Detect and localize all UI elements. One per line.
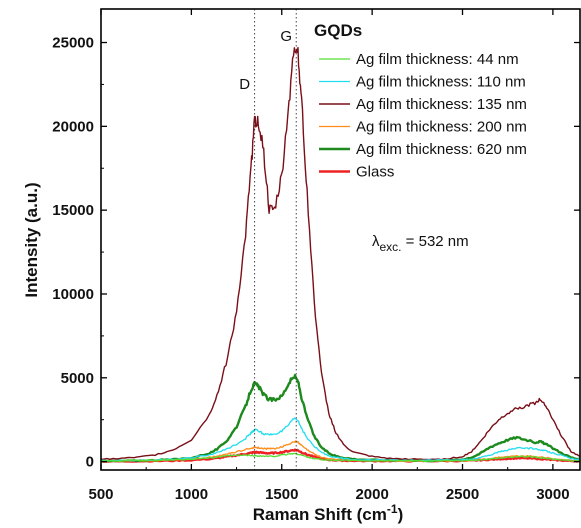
x-tick-label: 1500 (265, 486, 298, 503)
lambda-value: = 532 nm (402, 233, 469, 250)
legend-label: Glass (356, 164, 394, 181)
series-layer (101, 46, 580, 463)
x-axis-title-end: ) (398, 505, 404, 524)
plot-frame (100, 8, 581, 471)
x-tick-label: 500 (88, 486, 113, 503)
y-tick-label: 5000 (61, 370, 94, 387)
peak-marker-label: G (280, 28, 292, 45)
series-line (101, 417, 580, 462)
y-axis-title: Intensity (a.u.) (22, 182, 41, 297)
y-tick-label: 10000 (52, 286, 94, 303)
chart-title: GQDs (314, 21, 362, 40)
y-tick-label: 0 (86, 454, 94, 471)
lambda-symbol: λ (372, 233, 380, 250)
excitation-annotation: λexc. = 532 nm (372, 233, 469, 254)
y-tick-label: 20000 (52, 118, 94, 135)
series-line (101, 440, 580, 462)
peak-marker-label: D (239, 76, 250, 93)
x-tick-label: 1000 (175, 486, 208, 503)
legend-label: Ag film thickness: 200 nm (356, 119, 527, 136)
series-line (101, 46, 580, 461)
legend-label: Ag film thickness: 135 nm (356, 96, 527, 113)
y-tick-label: 25000 (52, 35, 94, 52)
peak-marker-layer: DG (239, 9, 297, 470)
legend-label: Ag film thickness: 620 nm (356, 141, 527, 158)
x-tick-label: 3000 (536, 486, 569, 503)
x-tick-label: 2000 (355, 486, 388, 503)
series-line (101, 452, 580, 462)
x-axis-title-sup: -1 (387, 502, 398, 516)
lambda-subscript: exc. (380, 240, 402, 254)
legend: Ag film thickness: 44 nm Ag film thicknes… (319, 51, 527, 181)
x-axis-title: Raman Shift (cm-1) (253, 502, 403, 524)
y-tick-label: 15000 (52, 202, 94, 219)
legend-label: Ag film thickness: 44 nm (356, 51, 519, 68)
x-tick-label: 2500 (446, 486, 479, 503)
axis-layer: 500 1000 1500 2000 2500 3000 0 5000 10000 15000 20… (52, 9, 580, 503)
x-axis-title-main: Raman Shift (cm (253, 505, 387, 524)
series-line (101, 373, 580, 463)
legend-label: Ag film thickness: 110 nm (356, 74, 526, 91)
